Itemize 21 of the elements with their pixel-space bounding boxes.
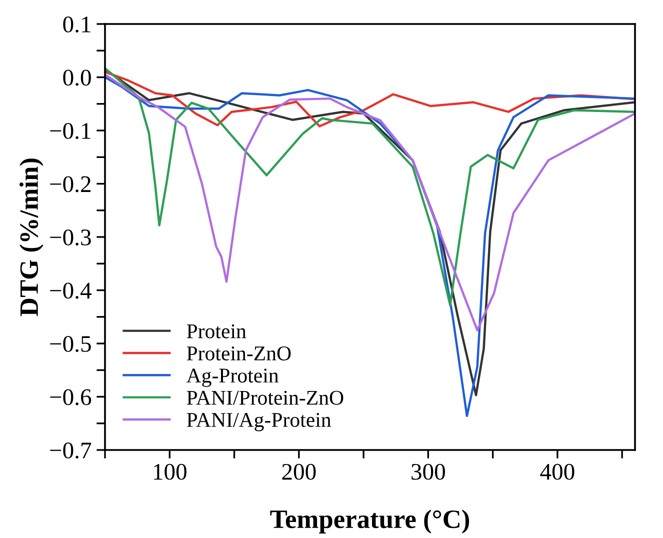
x-tick-label: 300 [412,464,445,480]
x-tick-label: 200 [282,464,316,480]
legend-label: Ag-Protein [186,368,279,387]
y-axis-title: DTG (%/min) [19,158,44,316]
legend-label: PANI/Protein-ZnO [186,390,344,405]
y-tick-label: −0.6 [50,389,92,406]
legend-label: Protein [186,324,246,338]
y-tick-label: −0.7 [50,442,92,459]
y-tick-label: 0.0 [63,70,91,86]
x-tick-label: 400 [540,464,574,480]
line-series [105,70,635,128]
y-tick-label: −0.4 [50,282,92,299]
y-tick-label: 0.1 [63,16,90,33]
x-axis-title: Temperature (°C) [270,510,470,534]
y-tick-label: −0.3 [50,229,91,246]
y-tick-label: −0.1 [50,122,90,140]
legend-label: Protein-ZnO [186,346,291,360]
y-tick-label: −0.2 [50,176,91,192]
legend-label: PANI/Ag-Protein [186,412,332,432]
x-tick-label: 100 [154,464,186,480]
y-tick-label: −0.5 [50,336,91,352]
